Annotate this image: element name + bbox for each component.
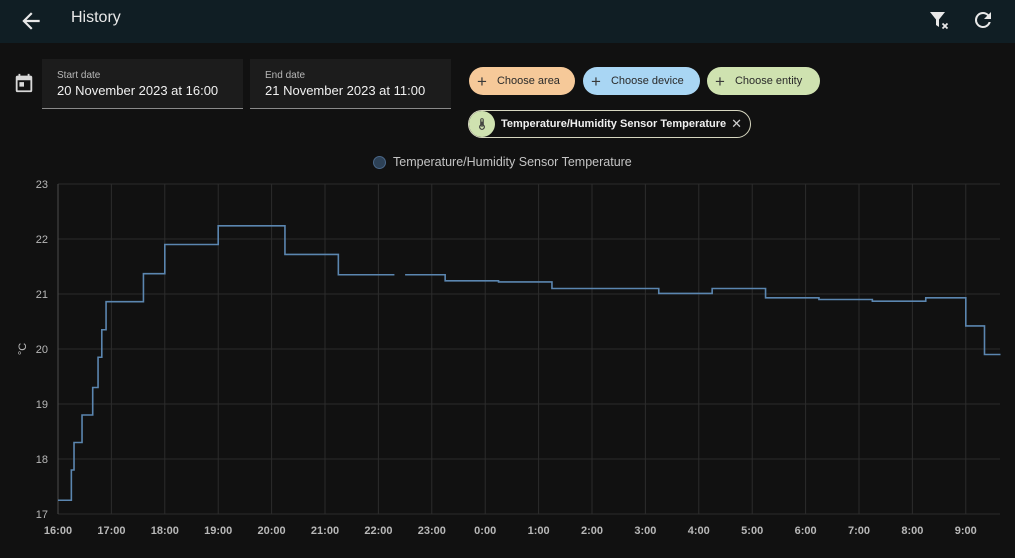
x-tick-label: 22:00 [364, 525, 392, 537]
top-app-bar: History [0, 0, 1015, 43]
choose-area-button[interactable]: + Choose area [469, 67, 575, 95]
series-group [57, 225, 1001, 502]
y-tick-label: 21 [36, 289, 48, 301]
filter-remove-icon[interactable] [927, 8, 951, 32]
x-tick-label: 6:00 [795, 525, 817, 537]
y-tick-label: 22 [36, 234, 48, 246]
y-tick-label: 19 [36, 399, 48, 411]
y-tick-label: 18 [36, 454, 48, 466]
chart-legend-item[interactable]: Temperature/Humidity Sensor Temperature [373, 153, 632, 171]
x-tick-label: 21:00 [311, 525, 339, 537]
x-tick-label: 9:00 [955, 525, 977, 537]
x-tick-label: 7:00 [848, 525, 870, 537]
end-date-value: 21 November 2023 at 11:00 [265, 83, 426, 98]
y-tick-label: 23 [36, 179, 48, 191]
chart-grid [57, 183, 1000, 515]
choose-entity-button[interactable]: + Choose entity [707, 67, 820, 95]
series-line [58, 225, 1001, 502]
remove-entity-icon[interactable]: ✕ [731, 116, 742, 131]
start-date-field[interactable]: Start date 20 November 2023 at 16:00 [42, 59, 243, 109]
plus-icon: + [477, 71, 487, 91]
plus-icon: + [591, 71, 601, 91]
thermometer-icon [469, 111, 495, 137]
calendar-icon[interactable] [13, 72, 35, 94]
y-tick-label: 17 [36, 509, 48, 521]
x-tick-label: 20:00 [258, 525, 286, 537]
start-date-label: Start date [57, 70, 101, 81]
choose-device-button[interactable]: + Choose device [583, 67, 700, 95]
x-tick-label: 5:00 [741, 525, 763, 537]
x-tick-label: 18:00 [151, 525, 179, 537]
y-axis-label: °C [17, 343, 29, 355]
x-tick-label: 4:00 [688, 525, 710, 537]
end-date-field[interactable]: End date 21 November 2023 at 11:00 [250, 59, 451, 109]
x-tick-label: 2:00 [581, 525, 603, 537]
choose-entity-label: Choose entity [734, 75, 803, 87]
y-tick-label: 20 [36, 344, 48, 356]
choose-device-label: Choose device [610, 75, 684, 87]
x-tick-label: 8:00 [901, 525, 923, 537]
choose-area-label: Choose area [496, 75, 560, 87]
x-tick-label: 23:00 [418, 525, 446, 537]
x-tick-label: 16:00 [44, 525, 72, 537]
legend-swatch [373, 155, 386, 169]
legend-label: Temperature/Humidity Sensor Temperature [393, 155, 632, 169]
history-chart[interactable]: 17 18 19 20 21 22 23 16:00 17:00 18:00 19:00 20:00… [0, 170, 1015, 555]
page-title: History [71, 9, 121, 26]
x-tick-label: 19:00 [204, 525, 232, 537]
x-tick-label: 0:00 [474, 525, 496, 537]
selected-entity-label: Temperature/Humidity Sensor Temperature [501, 118, 727, 130]
start-date-value: 20 November 2023 at 16:00 [57, 83, 219, 98]
back-arrow-icon[interactable] [18, 8, 44, 34]
x-tick-label: 3:00 [634, 525, 656, 537]
x-axis-ticks: 16:00 17:00 18:00 19:00 20:00 21:00 22:00 23:00… [44, 525, 977, 537]
x-tick-label: 1:00 [528, 525, 550, 537]
end-date-label: End date [265, 70, 306, 81]
plus-icon: + [715, 71, 725, 91]
refresh-icon[interactable] [971, 8, 995, 32]
selected-entity-chip[interactable]: Temperature/Humidity Sensor Temperature … [468, 110, 751, 138]
x-tick-label: 17:00 [97, 525, 125, 537]
y-axis-ticks: 17 18 19 20 21 22 23 [36, 179, 48, 521]
